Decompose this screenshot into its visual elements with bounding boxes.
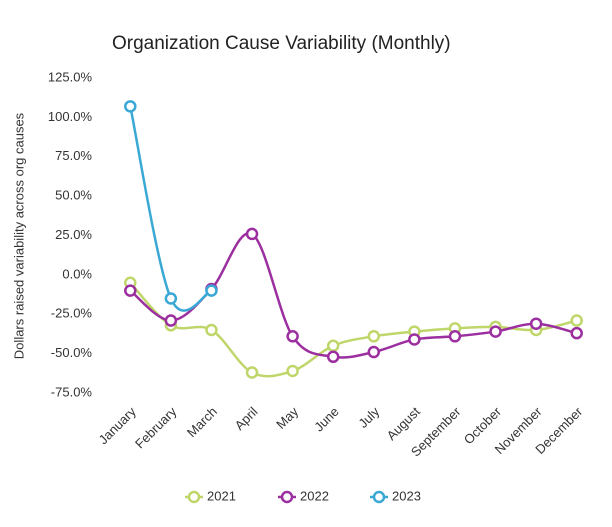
x-tick-label: June [311, 404, 342, 435]
legend-marker [372, 490, 386, 504]
y-tick-label: -75.0% [51, 384, 93, 399]
data-point [489, 325, 502, 338]
y-axis-label: Dollars raised variability across org ca… [11, 112, 26, 359]
data-point [529, 317, 543, 330]
data-point [124, 100, 137, 113]
data-point [448, 330, 462, 343]
legend-label: 2021 [207, 488, 236, 503]
y-tick-label: -25.0% [51, 306, 93, 321]
data-point [326, 350, 340, 364]
x-tick-label: April [232, 404, 261, 433]
legend-label: 2023 [392, 488, 421, 503]
data-point [367, 345, 381, 359]
data-point [124, 284, 137, 297]
legend-marker [187, 490, 201, 504]
data-point [205, 323, 218, 337]
data-point [245, 366, 259, 379]
y-tick-label: 125.0% [48, 69, 93, 84]
data-point [286, 330, 299, 343]
data-point [245, 227, 259, 241]
y-tick-label: 25.0% [55, 227, 92, 242]
data-point [164, 314, 178, 327]
data-point [367, 330, 381, 343]
series-line [129, 106, 213, 312]
y-tick-label: 100.0% [48, 109, 93, 124]
x-tick-label: July [355, 404, 382, 431]
y-tick-label: 75.0% [55, 148, 92, 163]
data-point [164, 292, 178, 305]
data-point [326, 339, 340, 352]
y-tick-label: 0.0% [62, 266, 92, 281]
legend-label: 2022 [300, 488, 329, 503]
y-tick-label: -50.0% [51, 345, 93, 360]
chart-title: Organization Cause Variability (Monthly) [112, 33, 451, 54]
data-point [205, 284, 218, 297]
x-tick-label: February [132, 404, 180, 452]
x-tick-label: May [273, 404, 301, 432]
y-tick-label: 50.0% [55, 188, 92, 203]
data-point [286, 364, 299, 378]
data-point [570, 314, 583, 327]
data-point [570, 326, 583, 340]
x-tick-label: August [384, 404, 423, 443]
x-tick-label: March [184, 404, 220, 440]
data-point [408, 333, 421, 346]
legend-marker [280, 490, 294, 504]
